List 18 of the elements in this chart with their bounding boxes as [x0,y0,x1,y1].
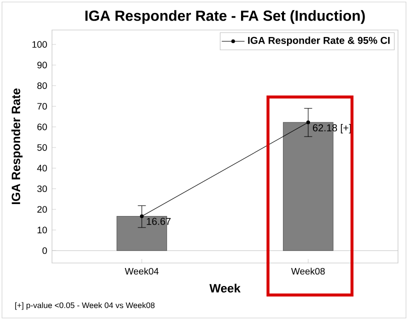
x-tick-label: Week08 [291,268,325,275]
chart-title: IGA Responder Rate - FA Set (Induction) [85,10,365,24]
y-tick-label: 70 [37,102,47,110]
y-tick-label: 100 [32,41,47,48]
y-tick-label: 0 [42,247,47,254]
y-tick-label: 20 [37,206,47,213]
text: [+] p-value <0.05 - Week 04 vs Week08 [15,302,155,310]
y-axis-title: IGA Responder Rate [11,88,23,204]
legend-label: IGA Responder Rate & 95% CI [248,36,390,46]
y-tick-label: 60 [37,124,47,130]
x-axis-title: Week [209,284,241,293]
y-tick-label: 90 [37,62,47,68]
y-tick-label: 40 [37,164,47,172]
y-tick-label: 30 [37,185,47,192]
y-tick-label: 50 [37,144,47,151]
y-tick-label: 10 [38,226,47,234]
y-tick-label: 80 [37,82,47,89]
x-tick-label: Week04 [124,268,159,275]
